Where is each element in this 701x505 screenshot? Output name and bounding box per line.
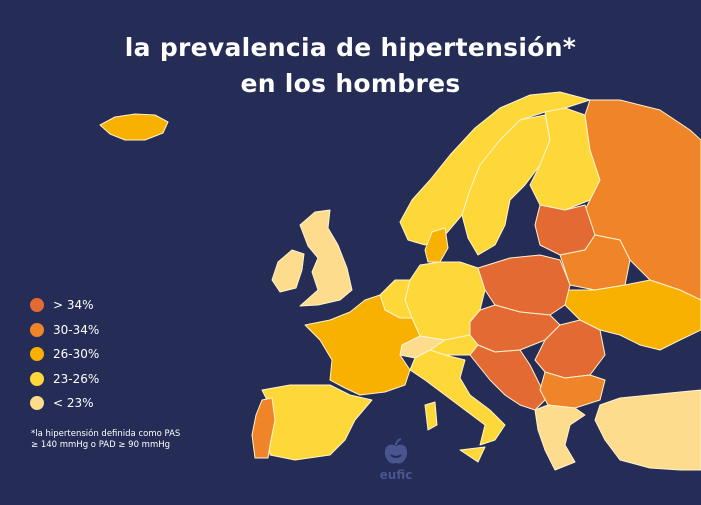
legend-swatch	[30, 298, 44, 313]
legend-item: 23-26%	[30, 367, 99, 392]
country-greece	[534, 404, 586, 471]
legend: > 34% 30-34% 26-30% 23-26% < 23%	[30, 293, 99, 416]
logo-text: eufic	[379, 468, 413, 482]
footnote: *la hipertensión definida como PAS ≥ 140…	[31, 429, 180, 451]
map-title: la prevalencia de hipertensión* en los h…	[0, 30, 701, 102]
legend-label: 26-30%	[53, 347, 100, 362]
legend-swatch	[30, 371, 44, 386]
footnote-line-2: ≥ 140 mmHg o PAD ≥ 90 mmHg	[31, 440, 171, 450]
country-france	[304, 294, 421, 396]
country-denmark	[424, 227, 449, 263]
legend-item: < 23%	[30, 391, 99, 416]
legend-swatch	[30, 396, 44, 411]
country-belarus	[559, 234, 631, 291]
title-line-1: la prevalencia de hipertensión*	[124, 33, 577, 62]
country-portugal	[251, 397, 276, 459]
apple-logo-icon	[384, 438, 408, 464]
legend-item: > 34%	[30, 293, 99, 318]
legend-label: < 23%	[53, 396, 94, 411]
country-bulgaria	[539, 371, 606, 409]
country-finland	[529, 107, 601, 211]
legend-label: 30-34%	[53, 322, 100, 337]
country-italy	[409, 349, 506, 446]
country-spain	[261, 384, 373, 461]
legend-item: 30-34%	[30, 318, 99, 343]
country-sardinia	[424, 401, 438, 431]
country-baltics	[534, 204, 596, 256]
legend-swatch	[30, 347, 44, 362]
country-sicily	[459, 446, 486, 463]
legend-swatch	[30, 322, 44, 337]
legend-item: 26-30%	[30, 342, 99, 367]
country-balkans	[469, 344, 546, 411]
eufic-logo: eufic	[376, 438, 416, 482]
legend-label: 23-26%	[53, 371, 100, 386]
footnote-line-1: *la hipertensión definida como PAS	[31, 429, 181, 439]
country-iceland	[99, 113, 169, 141]
country-ireland	[271, 249, 305, 293]
country-romania	[534, 319, 606, 379]
title-line-2: en los hombres	[240, 69, 461, 98]
legend-label: > 34%	[53, 298, 94, 313]
country-uk	[299, 209, 353, 307]
country-turkey	[594, 389, 701, 471]
country-poland	[477, 254, 571, 316]
